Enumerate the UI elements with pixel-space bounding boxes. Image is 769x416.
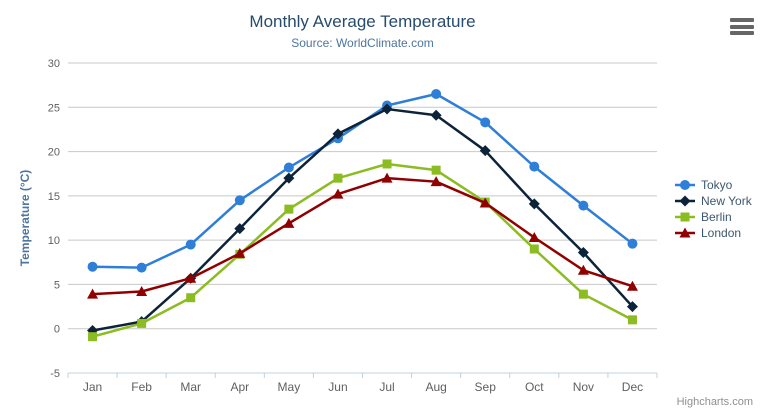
- data-point[interactable]: [679, 195, 691, 207]
- data-point[interactable]: [431, 165, 441, 175]
- data-point[interactable]: [382, 159, 392, 169]
- data-point[interactable]: [529, 244, 539, 254]
- series-line[interactable]: [92, 162, 634, 338]
- data-point[interactable]: [87, 288, 99, 299]
- x-tick-label: Dec: [622, 380, 643, 394]
- x-tick-label: May: [278, 380, 301, 394]
- data-point[interactable]: [577, 264, 589, 275]
- x-axis-ticks: [67, 373, 658, 378]
- data-point[interactable]: [137, 318, 147, 328]
- series-line[interactable]: [92, 176, 633, 296]
- data-point[interactable]: [381, 103, 393, 115]
- hamburger-menu-icon[interactable]: [730, 18, 754, 36]
- data-point[interactable]: [479, 197, 491, 208]
- series-new-york[interactable]: [87, 103, 638, 336]
- x-axis-labels: Jan Feb Mar Apr May Jun Jul Aug Sep Oct Nov Dec: [83, 380, 643, 394]
- berlin-legend-marker-icon: [675, 212, 695, 222]
- data-point[interactable]: [283, 162, 294, 173]
- data-point[interactable]: [185, 239, 196, 250]
- data-point[interactable]: [528, 231, 540, 242]
- x-tick-label: Feb: [131, 380, 152, 394]
- x-tick-label: Jun: [328, 380, 347, 394]
- y-tick-label: -5: [50, 368, 60, 380]
- chart-title: Monthly Average Temperature: [249, 12, 476, 31]
- data-point[interactable]: [332, 188, 344, 199]
- data-point[interactable]: [381, 172, 393, 183]
- data-point[interactable]: [234, 223, 246, 235]
- data-point[interactable]: [88, 332, 98, 342]
- data-point[interactable]: [234, 195, 245, 206]
- hamburger-bar: [730, 18, 754, 22]
- x-tick-label: Mar: [180, 380, 201, 394]
- legend-item-london[interactable]: London: [674, 225, 752, 241]
- y-tick-label: 30: [48, 58, 60, 70]
- legend-label: New York: [701, 194, 752, 208]
- series-line[interactable]: [92, 92, 634, 269]
- new-york-legend-marker-icon: [675, 195, 695, 207]
- data-point[interactable]: [480, 117, 491, 128]
- data-point[interactable]: [283, 172, 295, 184]
- hamburger-bar: [730, 24, 754, 29]
- x-tick-label: Apr: [230, 380, 249, 394]
- data-point[interactable]: [332, 128, 344, 140]
- series-line[interactable]: [92, 107, 634, 332]
- london-legend-marker-icon: [675, 227, 695, 238]
- data-point[interactable]: [430, 109, 442, 121]
- data-point[interactable]: [679, 227, 691, 238]
- y-axis-title: Temperature (°C): [18, 169, 32, 267]
- data-point[interactable]: [186, 293, 196, 303]
- y-tick-label: 0: [54, 324, 60, 336]
- data-point[interactable]: [529, 161, 540, 172]
- y-tick-label: 15: [48, 191, 60, 203]
- data-point[interactable]: [626, 280, 638, 291]
- legend-item-berlin[interactable]: Berlin: [674, 209, 752, 225]
- data-point[interactable]: [479, 145, 491, 157]
- hamburger-bar: [730, 31, 754, 35]
- x-tick-label: Aug: [425, 380, 446, 394]
- x-tick-label: Oct: [525, 380, 544, 394]
- highcharts-credit-link[interactable]: Highcharts.com: [676, 396, 753, 408]
- data-point[interactable]: [578, 289, 588, 299]
- y-tick-label: 20: [48, 147, 60, 159]
- y-gridlines: [68, 62, 657, 374]
- chart-subtitle: Source: WorldClimate.com: [291, 36, 434, 50]
- y-axis-labels: -5 0 5 10 15 20 25 30: [48, 58, 60, 380]
- y-tick-label: 25: [48, 102, 60, 114]
- x-tick-label: Jan: [83, 380, 102, 394]
- data-point[interactable]: [627, 315, 637, 325]
- data-point[interactable]: [283, 217, 295, 228]
- legend: Tokyo New York Berlin London: [674, 177, 752, 241]
- data-point[interactable]: [284, 204, 294, 214]
- series-tokyo[interactable]: [87, 89, 638, 273]
- y-tick-label: 5: [54, 279, 60, 291]
- y-tick-label: 10: [48, 235, 60, 247]
- x-tick-label: Sep: [475, 380, 497, 394]
- data-point[interactable]: [333, 173, 343, 183]
- data-point[interactable]: [680, 180, 690, 190]
- legend-label: Berlin: [701, 210, 732, 224]
- data-point[interactable]: [578, 200, 589, 211]
- x-tick-label: Jul: [379, 380, 394, 394]
- legend-item-tokyo[interactable]: Tokyo: [674, 177, 752, 193]
- x-tick-label: Nov: [573, 380, 594, 394]
- legend-label: Tokyo: [701, 178, 733, 192]
- data-point[interactable]: [87, 261, 98, 272]
- series-london[interactable]: [87, 172, 638, 299]
- data-point[interactable]: [136, 262, 147, 273]
- data-point[interactable]: [577, 247, 589, 259]
- data-point[interactable]: [430, 176, 442, 187]
- data-point[interactable]: [528, 198, 540, 210]
- tokyo-legend-marker-icon: [675, 180, 695, 190]
- legend-label: London: [701, 226, 742, 240]
- data-point[interactable]: [627, 238, 638, 249]
- data-point[interactable]: [680, 212, 690, 222]
- data-point[interactable]: [626, 301, 638, 313]
- data-point[interactable]: [185, 272, 197, 283]
- data-point[interactable]: [431, 89, 442, 99]
- data-point[interactable]: [136, 286, 148, 297]
- legend-item-new-york[interactable]: New York: [674, 193, 752, 209]
- data-point[interactable]: [234, 247, 246, 258]
